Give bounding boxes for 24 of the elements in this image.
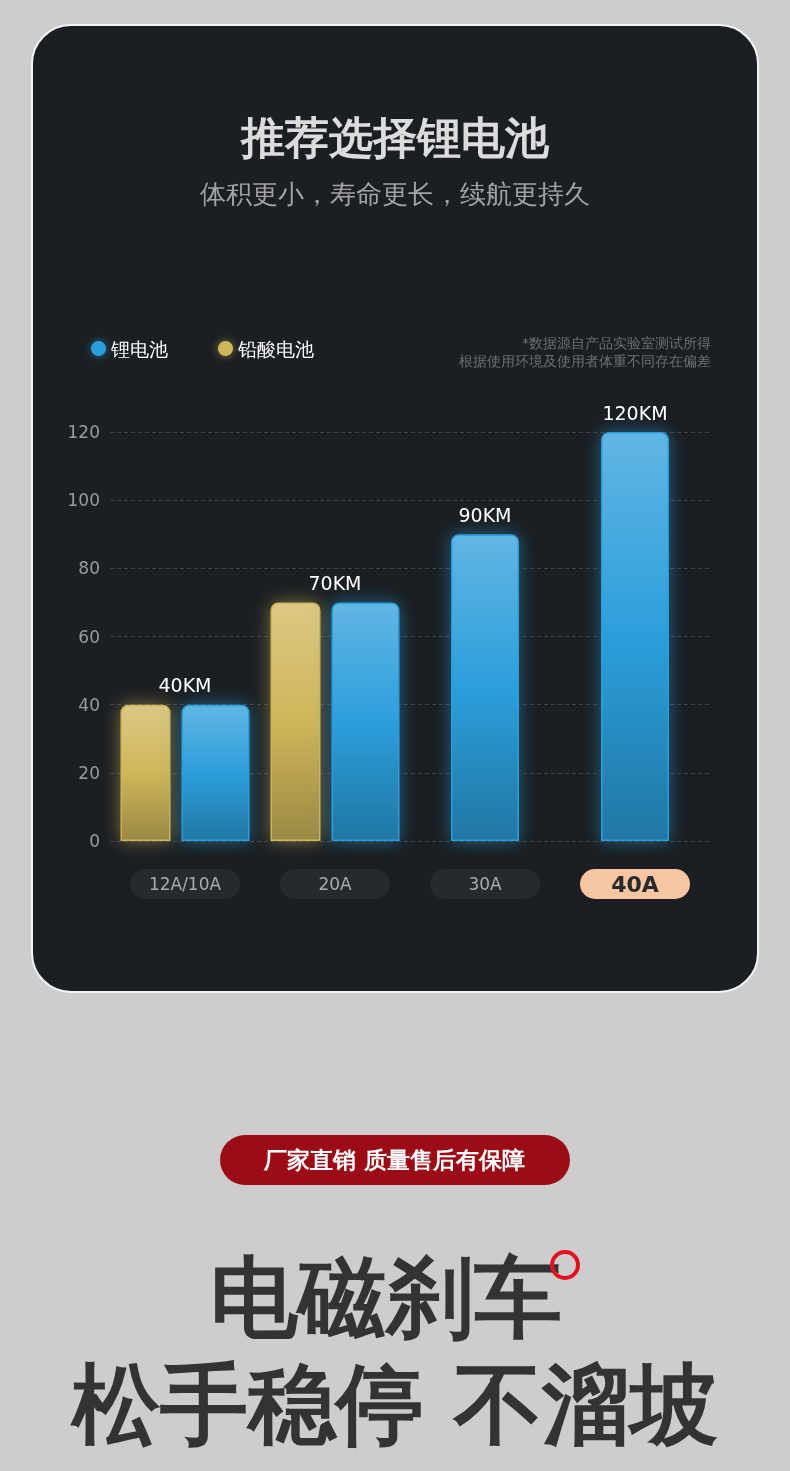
y-tick-label: 100 <box>67 490 100 511</box>
data-label: 120KM <box>602 401 668 424</box>
x-tick-label: 12A/10A <box>148 874 222 894</box>
data-label: 70KM <box>308 571 362 594</box>
text: 电磁刹车 <box>210 1246 562 1349</box>
legend-label: 锂电池 <box>110 337 168 360</box>
text: 松手稳停 不溜坡 <box>71 1353 719 1456</box>
data-label: 40KM <box>158 674 212 697</box>
y-tick-label: 120 <box>67 422 100 442</box>
y-tick-label: 80 <box>78 558 100 579</box>
data-label: 90KM <box>458 503 512 526</box>
y-tick-label: 20 <box>78 762 100 783</box>
text: *数据源自产品实验室测试所得 <box>521 334 711 352</box>
text: 根据使用环境及使用者体重不同存在偏差 <box>459 352 711 370</box>
x-tick-label: 20A <box>318 874 352 894</box>
y-tick-label: 60 <box>78 626 100 647</box>
chart-subtitle: 体积更小，寿命更长，续航更持久 <box>200 179 590 209</box>
y-tick-label: 40 <box>78 694 100 715</box>
legend-label: 铅酸电池 <box>237 337 314 360</box>
text: 厂家直销 质量售后有保障 <box>264 1146 526 1174</box>
chart-title: 推荐选择锂电池 <box>239 111 550 163</box>
y-tick-label: 0 <box>89 831 100 851</box>
x-tick-label: 30A <box>468 874 502 894</box>
x-tick-label: 40A <box>611 871 659 897</box>
